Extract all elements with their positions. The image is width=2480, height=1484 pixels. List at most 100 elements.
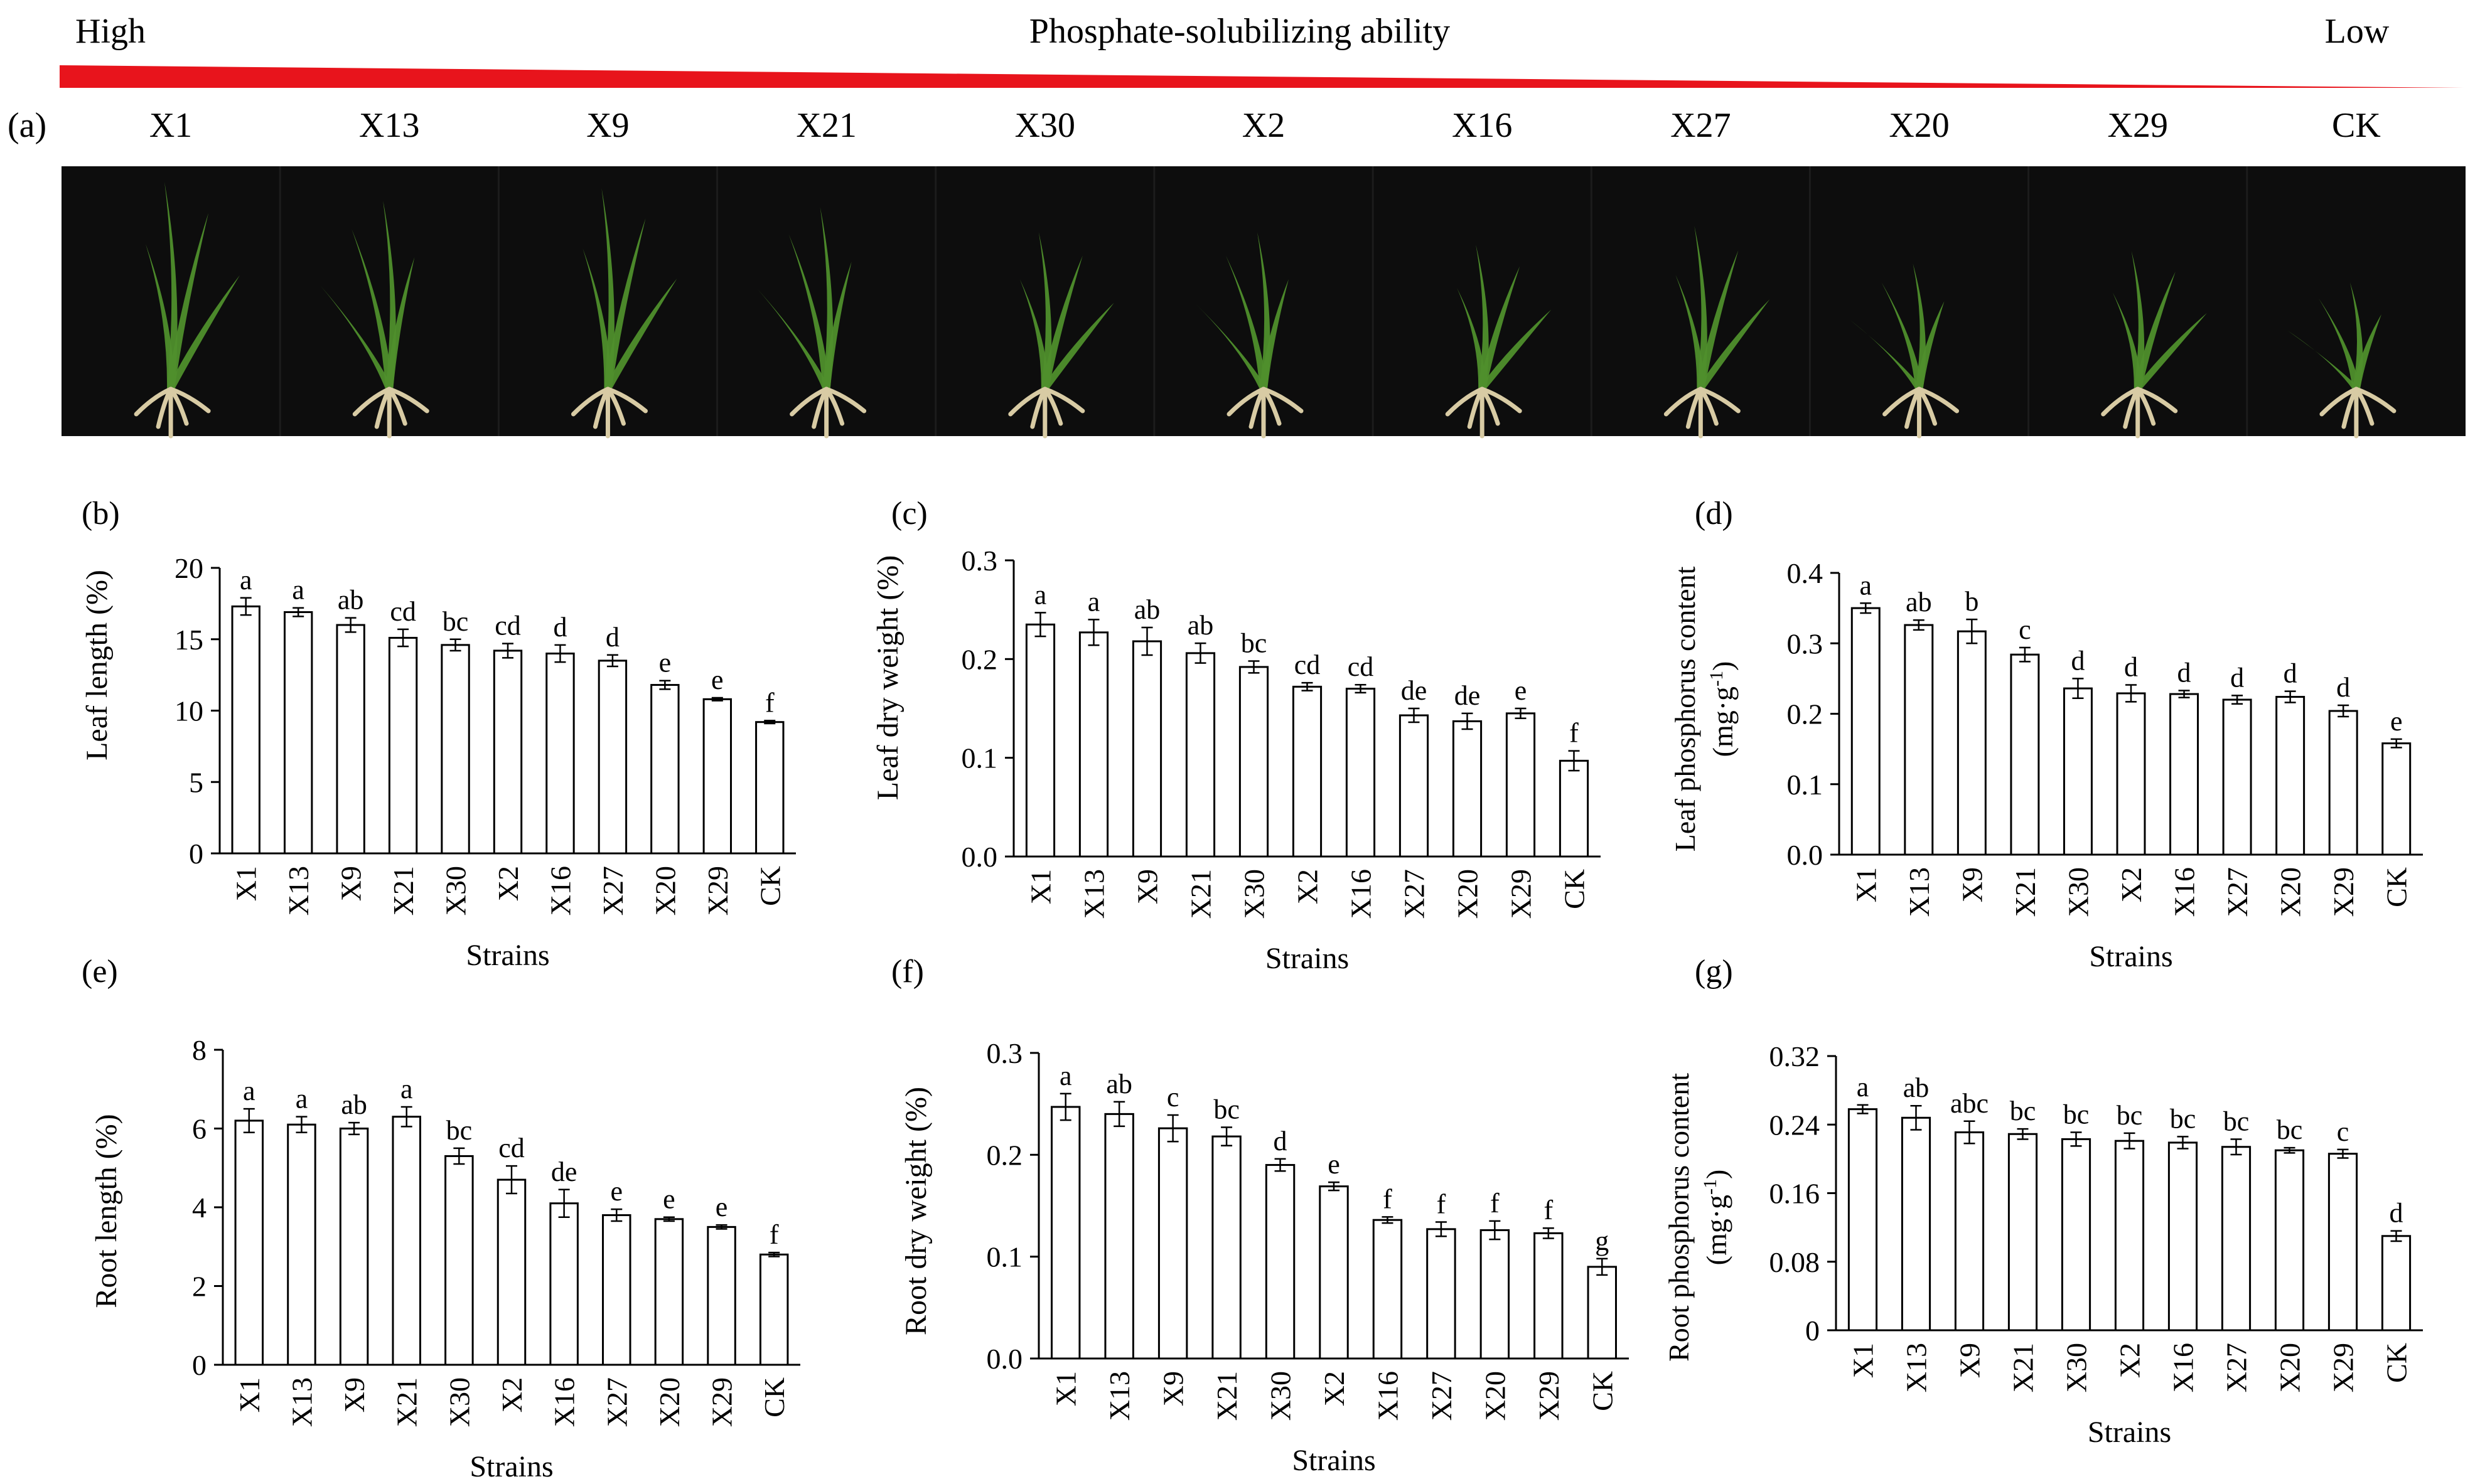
bar	[2169, 693, 2199, 856]
x-tick-label: X27	[597, 866, 629, 915]
y-tick-label: 8	[192, 1034, 207, 1066]
x-tick-label: CK	[758, 1377, 790, 1417]
x-tick-label: X20	[1452, 869, 1484, 919]
x-tick-label: X21	[387, 866, 419, 915]
significance-letter: ab	[338, 585, 364, 616]
x-tick-label: X13	[1078, 869, 1110, 919]
x-tick-label: X20	[2274, 1343, 2306, 1392]
y-axis-unit: (mg·g-1)	[1700, 1170, 1732, 1266]
x-tick-label: CK	[1559, 869, 1591, 909]
significance-letter: c	[2019, 614, 2031, 645]
x-tick-label: X27	[1398, 869, 1431, 919]
significance-letter: e	[663, 1184, 675, 1215]
significance-letter: a	[292, 575, 304, 606]
bar	[1426, 1228, 1456, 1360]
y-tick-label: 0.1	[987, 1241, 1023, 1273]
x-tick-label: X20	[1479, 1371, 1511, 1421]
x-tick-label: X13	[286, 1377, 318, 1427]
x-axis-label: Strains	[2089, 940, 2172, 973]
bar	[2222, 698, 2252, 856]
bar	[545, 653, 575, 855]
panel-label: (e)	[82, 954, 118, 990]
panel-label: (b)	[82, 496, 120, 531]
strain-label: X27	[1670, 106, 1731, 145]
y-tick-label: 0	[192, 1349, 207, 1381]
plant-photo	[935, 166, 1114, 439]
strain-labels: X1 X13 X9 X21 X30 X2 X16 X27 X20 X29 CK	[149, 106, 2381, 145]
bar	[2328, 710, 2358, 856]
significance-letter: a	[240, 565, 252, 595]
bar	[2116, 692, 2146, 856]
y-tick-label: 20	[174, 552, 203, 584]
significance-letter: cd	[495, 611, 521, 641]
significance-letter: a	[243, 1076, 255, 1106]
high-label: High	[75, 12, 146, 51]
plant-photo	[1372, 166, 1552, 439]
x-tick-label: X1	[1050, 1371, 1082, 1406]
bar	[392, 1116, 421, 1366]
significance-letter: a	[1088, 586, 1100, 617]
x-tick-label: X2	[2115, 867, 2147, 902]
y-tick-label: 0.2	[1787, 698, 1823, 730]
strain-label: X13	[359, 106, 419, 145]
x-tick-label: X20	[2275, 867, 2307, 917]
ability-gradient-wedge	[60, 65, 2464, 88]
strain-label: X16	[1452, 106, 1512, 145]
x-tick-label: X1	[1850, 867, 1882, 902]
y-tick-label: 0.16	[1769, 1178, 1820, 1210]
significance-letter: ab	[1134, 594, 1161, 625]
significance-letter: d	[606, 622, 620, 653]
x-tick-label: X9	[1157, 1371, 1189, 1406]
bar	[1185, 652, 1216, 858]
bar-chart-panel: (g) 0 0.08 0.16 0.24 0.32 a X1 ab X13 abc X9 bc X21 bc…	[1663, 954, 2423, 1449]
bar	[1559, 759, 1589, 858]
bar	[707, 1225, 736, 1366]
x-tick-label: X30	[440, 866, 472, 915]
significance-letter: g	[1595, 1225, 1609, 1256]
x-tick-label: X9	[1132, 869, 1164, 904]
significance-letter: de	[1454, 680, 1481, 711]
bar	[2381, 1235, 2412, 1332]
y-axis-label: Leaf phosphorus content	[1669, 566, 1701, 851]
significance-letter: e	[1515, 675, 1527, 706]
significance-letter: a	[1860, 570, 1872, 601]
significance-letter: a	[296, 1084, 308, 1114]
bar	[441, 644, 470, 855]
x-tick-label: X27	[2221, 1343, 2253, 1392]
x-tick-label: X16	[2167, 1343, 2199, 1392]
significance-letter: c	[2337, 1116, 2349, 1147]
bar	[2010, 653, 2040, 856]
significance-letter: ab	[1188, 610, 1214, 641]
y-tick-label: 0.08	[1769, 1246, 1820, 1278]
y-axis-unit: (mg·g-1)	[1706, 661, 1739, 757]
strain-label: X2	[1242, 106, 1285, 145]
significance-letter: ab	[341, 1089, 367, 1120]
y-tick-label: 0.3	[962, 545, 998, 577]
bar-chart-panel: (f) 0.0 0.1 0.2 0.3 a X1 ab X13 c X9 bc X21 d X30 e X2 f X…	[891, 954, 1629, 1477]
bar	[1265, 1164, 1296, 1360]
bar	[2221, 1146, 2252, 1332]
significance-letter: e	[611, 1176, 623, 1207]
bar-chart-panel: (c) 0.0 0.1 0.2 0.3 a X1 a X13 ab X9 ab X21 bc X30 cd X2…	[871, 496, 1601, 975]
bar	[336, 624, 365, 855]
significance-letter: d	[2390, 1198, 2403, 1229]
y-axis-label: Root phosphorus content	[1663, 1073, 1695, 1362]
bar	[755, 721, 785, 855]
significance-letter: bc	[2117, 1100, 2143, 1131]
x-tick-label: X2	[496, 1377, 528, 1412]
x-tick-label: X27	[2221, 867, 2253, 917]
x-tick-label: X1	[230, 866, 262, 901]
x-axis-label: Strains	[466, 939, 549, 972]
x-tick-label: X30	[1265, 1371, 1297, 1421]
plant-photo	[2246, 166, 2397, 439]
significance-letter: f	[770, 1219, 779, 1250]
x-axis-label: Strains	[1265, 942, 1349, 975]
x-tick-label: X13	[282, 866, 314, 915]
y-tick-label: 0	[189, 838, 203, 870]
x-tick-label: X21	[1211, 1371, 1243, 1421]
x-tick-label: X1	[234, 1377, 266, 1412]
bar	[2007, 1133, 2038, 1332]
bar	[287, 1123, 316, 1366]
x-tick-label: X9	[1956, 867, 1988, 902]
y-tick-label: 6	[192, 1113, 207, 1145]
